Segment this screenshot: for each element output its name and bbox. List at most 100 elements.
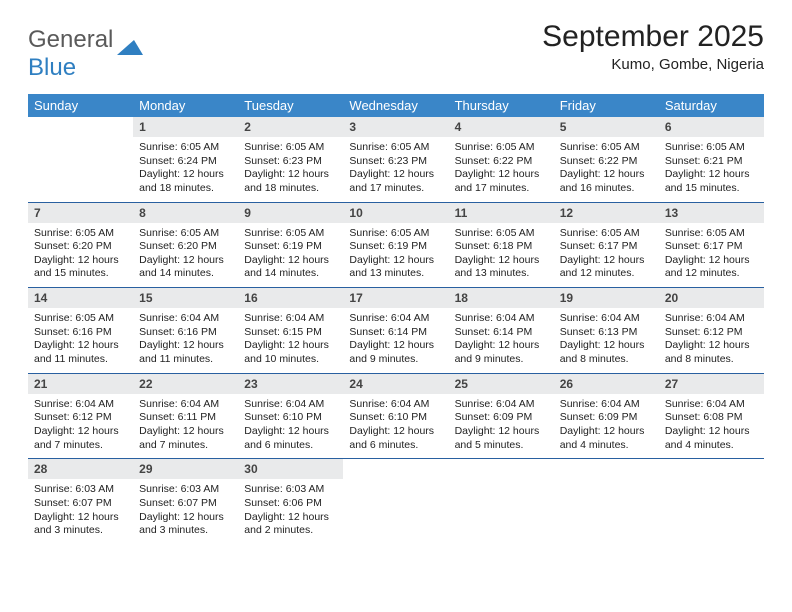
logo-text-general: General bbox=[28, 26, 113, 53]
day-number: 21 bbox=[28, 374, 133, 394]
weekday-label: Tuesday bbox=[238, 94, 343, 117]
weekday-label: Wednesday bbox=[343, 94, 448, 117]
day-detail: Sunrise: 6:04 AMSunset: 6:08 PMDaylight:… bbox=[659, 394, 764, 459]
day-detail: Sunrise: 6:05 AMSunset: 6:21 PMDaylight:… bbox=[659, 137, 764, 202]
day-detail: Sunrise: 6:05 AMSunset: 6:19 PMDaylight:… bbox=[238, 223, 343, 288]
day-number: 6 bbox=[659, 117, 764, 137]
day-number: 2 bbox=[238, 117, 343, 137]
day-detail: Sunrise: 6:05 AMSunset: 6:17 PMDaylight:… bbox=[554, 223, 659, 288]
weekday-label: Friday bbox=[554, 94, 659, 117]
day-number: 22 bbox=[133, 374, 238, 394]
day-number: 25 bbox=[449, 374, 554, 394]
day-cell: 19Sunrise: 6:04 AMSunset: 6:13 PMDayligh… bbox=[554, 288, 659, 373]
day-cell: . bbox=[28, 117, 133, 202]
day-cell: 1Sunrise: 6:05 AMSunset: 6:24 PMDaylight… bbox=[133, 117, 238, 202]
day-detail: Sunrise: 6:05 AMSunset: 6:18 PMDaylight:… bbox=[449, 223, 554, 288]
day-number: 24 bbox=[343, 374, 448, 394]
day-cell: 5Sunrise: 6:05 AMSunset: 6:22 PMDaylight… bbox=[554, 117, 659, 202]
day-cell: 15Sunrise: 6:04 AMSunset: 6:16 PMDayligh… bbox=[133, 288, 238, 373]
day-detail: Sunrise: 6:05 AMSunset: 6:23 PMDaylight:… bbox=[343, 137, 448, 202]
day-cell: 4Sunrise: 6:05 AMSunset: 6:22 PMDaylight… bbox=[449, 117, 554, 202]
day-cell: 18Sunrise: 6:04 AMSunset: 6:14 PMDayligh… bbox=[449, 288, 554, 373]
day-number: 7 bbox=[28, 203, 133, 223]
day-cell: 28Sunrise: 6:03 AMSunset: 6:07 PMDayligh… bbox=[28, 459, 133, 544]
day-detail: Sunrise: 6:04 AMSunset: 6:15 PMDaylight:… bbox=[238, 308, 343, 373]
day-detail: Sunrise: 6:03 AMSunset: 6:06 PMDaylight:… bbox=[238, 479, 343, 544]
day-cell: 27Sunrise: 6:04 AMSunset: 6:08 PMDayligh… bbox=[659, 374, 764, 459]
week-row: 14Sunrise: 6:05 AMSunset: 6:16 PMDayligh… bbox=[28, 288, 764, 374]
day-cell: 24Sunrise: 6:04 AMSunset: 6:10 PMDayligh… bbox=[343, 374, 448, 459]
day-cell: 8Sunrise: 6:05 AMSunset: 6:20 PMDaylight… bbox=[133, 203, 238, 288]
day-detail: Sunrise: 6:04 AMSunset: 6:11 PMDaylight:… bbox=[133, 394, 238, 459]
title-block: September 2025 Kumo, Gombe, Nigeria bbox=[542, 20, 764, 73]
day-number: 13 bbox=[659, 203, 764, 223]
day-detail: Sunrise: 6:04 AMSunset: 6:09 PMDaylight:… bbox=[554, 394, 659, 459]
day-number: 17 bbox=[343, 288, 448, 308]
day-cell: 6Sunrise: 6:05 AMSunset: 6:21 PMDaylight… bbox=[659, 117, 764, 202]
weekday-label: Thursday bbox=[449, 94, 554, 117]
day-cell: 21Sunrise: 6:04 AMSunset: 6:12 PMDayligh… bbox=[28, 374, 133, 459]
day-detail: Sunrise: 6:05 AMSunset: 6:19 PMDaylight:… bbox=[343, 223, 448, 288]
day-cell: 3Sunrise: 6:05 AMSunset: 6:23 PMDaylight… bbox=[343, 117, 448, 202]
day-cell: 30Sunrise: 6:03 AMSunset: 6:06 PMDayligh… bbox=[238, 459, 343, 544]
day-number: 16 bbox=[238, 288, 343, 308]
day-cell: 29Sunrise: 6:03 AMSunset: 6:07 PMDayligh… bbox=[133, 459, 238, 544]
month-title: September 2025 bbox=[542, 20, 764, 54]
day-cell: 14Sunrise: 6:05 AMSunset: 6:16 PMDayligh… bbox=[28, 288, 133, 373]
day-number: 28 bbox=[28, 459, 133, 479]
day-detail: Sunrise: 6:04 AMSunset: 6:12 PMDaylight:… bbox=[659, 308, 764, 373]
day-number: 18 bbox=[449, 288, 554, 308]
day-detail: Sunrise: 6:05 AMSunset: 6:17 PMDaylight:… bbox=[659, 223, 764, 288]
day-detail: Sunrise: 6:05 AMSunset: 6:20 PMDaylight:… bbox=[28, 223, 133, 288]
day-detail: Sunrise: 6:04 AMSunset: 6:10 PMDaylight:… bbox=[238, 394, 343, 459]
day-number: 29 bbox=[133, 459, 238, 479]
day-number: 9 bbox=[238, 203, 343, 223]
day-number: 23 bbox=[238, 374, 343, 394]
logo-text: General Blue bbox=[28, 26, 113, 82]
day-number: 15 bbox=[133, 288, 238, 308]
day-number: 12 bbox=[554, 203, 659, 223]
location-text: Kumo, Gombe, Nigeria bbox=[542, 56, 764, 73]
weekday-label: Sunday bbox=[28, 94, 133, 117]
day-cell: 25Sunrise: 6:04 AMSunset: 6:09 PMDayligh… bbox=[449, 374, 554, 459]
weekday-header: SundayMondayTuesdayWednesdayThursdayFrid… bbox=[28, 94, 764, 117]
day-cell: . bbox=[554, 459, 659, 544]
day-detail: Sunrise: 6:03 AMSunset: 6:07 PMDaylight:… bbox=[133, 479, 238, 544]
day-detail: Sunrise: 6:05 AMSunset: 6:20 PMDaylight:… bbox=[133, 223, 238, 288]
day-detail: Sunrise: 6:04 AMSunset: 6:14 PMDaylight:… bbox=[449, 308, 554, 373]
day-cell: 16Sunrise: 6:04 AMSunset: 6:15 PMDayligh… bbox=[238, 288, 343, 373]
day-number: 1 bbox=[133, 117, 238, 137]
day-detail: Sunrise: 6:04 AMSunset: 6:09 PMDaylight:… bbox=[449, 394, 554, 459]
day-cell: 7Sunrise: 6:05 AMSunset: 6:20 PMDaylight… bbox=[28, 203, 133, 288]
week-row: .1Sunrise: 6:05 AMSunset: 6:24 PMDayligh… bbox=[28, 117, 764, 203]
logo-text-blue: Blue bbox=[28, 54, 76, 81]
calendar-page: General Blue September 2025 Kumo, Gombe,… bbox=[0, 0, 792, 564]
week-row: 7Sunrise: 6:05 AMSunset: 6:20 PMDaylight… bbox=[28, 203, 764, 289]
day-detail: Sunrise: 6:05 AMSunset: 6:23 PMDaylight:… bbox=[238, 137, 343, 202]
day-cell: . bbox=[449, 459, 554, 544]
day-number: 26 bbox=[554, 374, 659, 394]
day-detail: Sunrise: 6:04 AMSunset: 6:16 PMDaylight:… bbox=[133, 308, 238, 373]
day-number: 10 bbox=[343, 203, 448, 223]
day-detail: Sunrise: 6:04 AMSunset: 6:12 PMDaylight:… bbox=[28, 394, 133, 459]
day-number: 11 bbox=[449, 203, 554, 223]
day-cell: 22Sunrise: 6:04 AMSunset: 6:11 PMDayligh… bbox=[133, 374, 238, 459]
day-number: 8 bbox=[133, 203, 238, 223]
day-detail: Sunrise: 6:04 AMSunset: 6:10 PMDaylight:… bbox=[343, 394, 448, 459]
day-number: 4 bbox=[449, 117, 554, 137]
calendar-grid: .1Sunrise: 6:05 AMSunset: 6:24 PMDayligh… bbox=[28, 117, 764, 544]
day-detail: Sunrise: 6:05 AMSunset: 6:16 PMDaylight:… bbox=[28, 308, 133, 373]
day-cell: . bbox=[659, 459, 764, 544]
day-detail: Sunrise: 6:05 AMSunset: 6:22 PMDaylight:… bbox=[554, 137, 659, 202]
day-cell: 13Sunrise: 6:05 AMSunset: 6:17 PMDayligh… bbox=[659, 203, 764, 288]
day-number: 19 bbox=[554, 288, 659, 308]
day-cell: 26Sunrise: 6:04 AMSunset: 6:09 PMDayligh… bbox=[554, 374, 659, 459]
day-cell: 11Sunrise: 6:05 AMSunset: 6:18 PMDayligh… bbox=[449, 203, 554, 288]
day-number: 5 bbox=[554, 117, 659, 137]
day-detail: Sunrise: 6:04 AMSunset: 6:13 PMDaylight:… bbox=[554, 308, 659, 373]
day-cell: 10Sunrise: 6:05 AMSunset: 6:19 PMDayligh… bbox=[343, 203, 448, 288]
day-number: 30 bbox=[238, 459, 343, 479]
weekday-label: Saturday bbox=[659, 94, 764, 117]
day-cell: 17Sunrise: 6:04 AMSunset: 6:14 PMDayligh… bbox=[343, 288, 448, 373]
day-cell: 20Sunrise: 6:04 AMSunset: 6:12 PMDayligh… bbox=[659, 288, 764, 373]
